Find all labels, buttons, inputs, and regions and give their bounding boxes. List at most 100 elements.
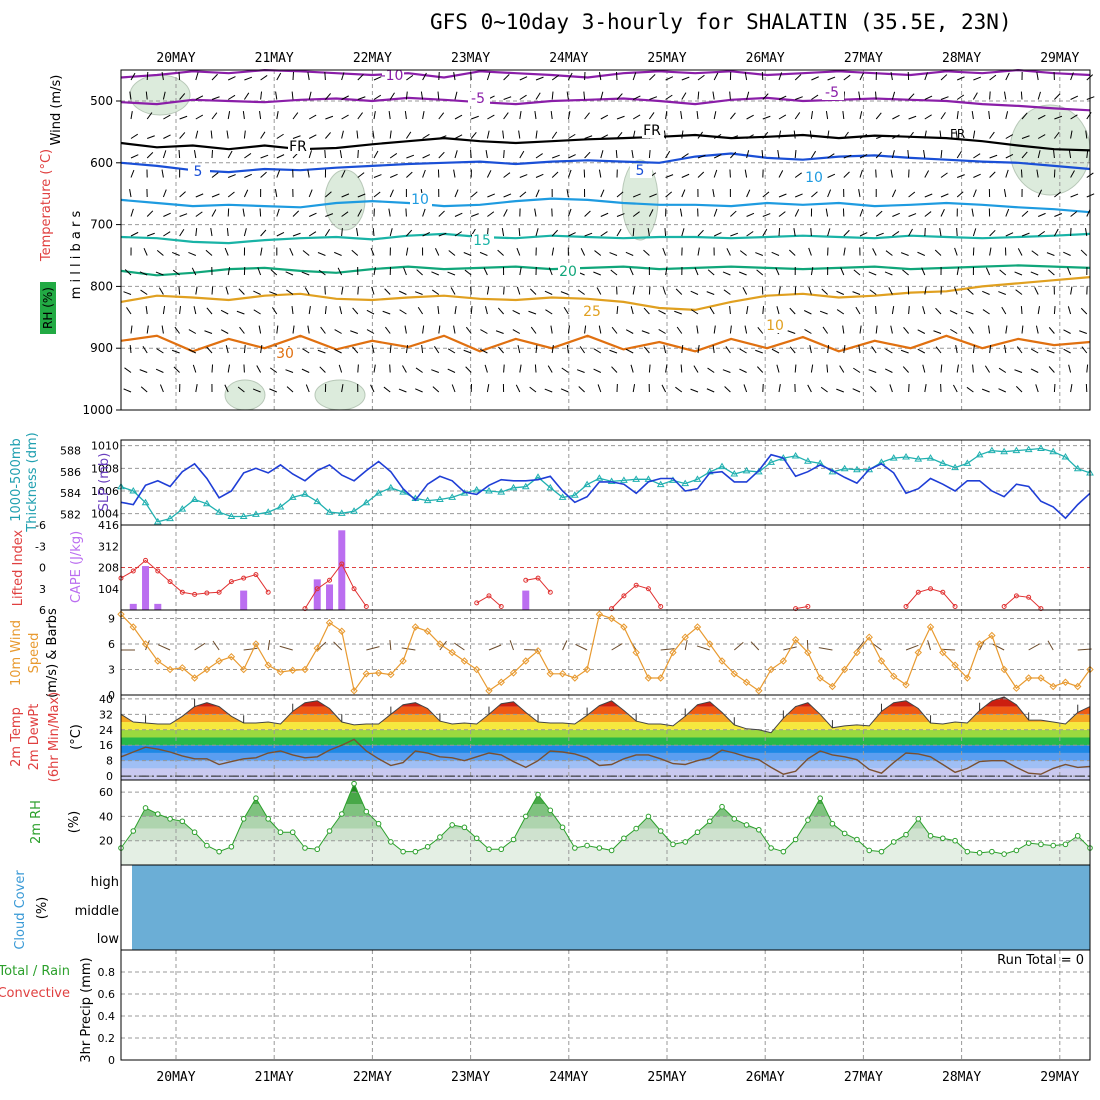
wind-barb bbox=[1080, 307, 1088, 315]
contour-label-bg bbox=[804, 171, 826, 185]
wind-barb bbox=[681, 130, 684, 139]
rh-point bbox=[841, 830, 848, 837]
contour-label-bg bbox=[410, 193, 432, 207]
wind-barb bbox=[260, 91, 263, 100]
wind-barb bbox=[159, 384, 164, 393]
wind-barb bbox=[696, 325, 699, 334]
wind-barb bbox=[129, 91, 132, 100]
wind-barb bbox=[1020, 169, 1023, 178]
series-slp bbox=[120, 453, 1091, 520]
wind-barb bbox=[188, 348, 197, 354]
axis-label-minmax: (6hr Min/Max) bbox=[47, 692, 62, 782]
rh-point bbox=[449, 822, 455, 828]
wind-point bbox=[448, 648, 456, 657]
thickness-point bbox=[693, 475, 702, 482]
wind-barb bbox=[839, 365, 845, 373]
wind-barb bbox=[725, 346, 731, 354]
wind-barb bbox=[421, 344, 424, 354]
wind-barb bbox=[631, 150, 634, 159]
wind-barb bbox=[161, 169, 164, 178]
wind-barb bbox=[1034, 287, 1039, 295]
wind-point bbox=[828, 682, 837, 691]
wind-barb bbox=[908, 305, 910, 315]
wind-barb bbox=[487, 193, 495, 198]
wind-barb bbox=[809, 345, 812, 354]
wind-barb bbox=[723, 289, 731, 295]
wind-barb bbox=[972, 92, 978, 100]
surface-wind-barb bbox=[401, 647, 416, 651]
li-point bbox=[314, 586, 320, 592]
wind-barb bbox=[989, 91, 991, 100]
wind-point bbox=[154, 657, 162, 665]
rh-point bbox=[670, 841, 676, 848]
wind-point bbox=[607, 614, 616, 623]
wind-barb bbox=[143, 247, 148, 256]
wind-barb bbox=[972, 228, 977, 237]
rh-point bbox=[866, 847, 873, 854]
wind-barb bbox=[145, 306, 148, 315]
wind-barb bbox=[778, 384, 781, 393]
wind-barb bbox=[1086, 149, 1089, 159]
wind-barb bbox=[808, 247, 812, 256]
wind-barb bbox=[1038, 212, 1046, 217]
contour-label: 25 bbox=[583, 304, 601, 320]
wind-barb bbox=[228, 174, 236, 178]
wind-barb bbox=[1070, 384, 1073, 393]
wind-point bbox=[301, 665, 309, 674]
wind-barb bbox=[308, 231, 317, 237]
cloud-level-label: high bbox=[91, 875, 119, 890]
x-tick-label-top: 21MAY bbox=[255, 51, 294, 66]
wind-barb bbox=[794, 112, 801, 120]
wind-barb bbox=[629, 267, 634, 276]
wind-barb bbox=[1063, 348, 1071, 354]
li-point bbox=[302, 606, 308, 612]
y-tick-label: 800 bbox=[90, 279, 113, 293]
wind-barb bbox=[843, 74, 851, 81]
wind-barb bbox=[389, 189, 394, 198]
wind-barb bbox=[130, 154, 139, 159]
wind-barb bbox=[242, 208, 245, 217]
wind-barb bbox=[372, 227, 375, 237]
wind-barb bbox=[665, 76, 674, 81]
wind-barb bbox=[1037, 91, 1041, 100]
axis-label-precip: 3hr Precip (mm) bbox=[79, 957, 94, 1062]
thickness-point bbox=[718, 462, 726, 470]
thickness-point bbox=[987, 446, 996, 454]
contour-label: 20 bbox=[559, 264, 577, 280]
wind-point bbox=[865, 633, 873, 641]
wind-barb bbox=[811, 191, 818, 198]
wind-point bbox=[791, 636, 800, 644]
wind-barb bbox=[900, 252, 909, 256]
wind-barb bbox=[908, 93, 915, 100]
wind-barb bbox=[681, 189, 686, 198]
wind-barb bbox=[616, 228, 622, 237]
rh-point bbox=[645, 813, 652, 820]
wind-barb bbox=[971, 111, 974, 120]
wind-barb bbox=[795, 96, 803, 100]
li-point bbox=[474, 600, 480, 606]
wind-barb bbox=[876, 232, 884, 237]
wind-barb bbox=[308, 189, 313, 198]
wind-barb bbox=[318, 269, 326, 276]
wind-barb bbox=[292, 210, 300, 217]
li-point bbox=[645, 586, 651, 592]
wind-barb bbox=[810, 364, 814, 373]
wind-barb bbox=[1048, 366, 1055, 373]
wind-barb bbox=[924, 193, 933, 198]
wind-barb bbox=[746, 231, 754, 237]
wind-barb bbox=[697, 229, 704, 237]
wind-barb bbox=[632, 211, 640, 217]
surface-wind-barb bbox=[696, 645, 710, 651]
x-tick-label-bottom: 29MAY bbox=[1040, 1070, 1079, 1085]
wind-barb bbox=[179, 191, 186, 198]
wind-barb bbox=[535, 92, 541, 100]
contour-label: -5 bbox=[471, 91, 485, 107]
wind-barb bbox=[859, 169, 863, 178]
li-point bbox=[952, 603, 958, 609]
rh-point bbox=[940, 835, 946, 842]
wind-barb bbox=[530, 326, 537, 334]
wind-barb bbox=[350, 330, 358, 334]
wind-barb bbox=[923, 150, 926, 159]
wind-barb bbox=[146, 325, 149, 334]
rh-point bbox=[1013, 847, 1020, 854]
